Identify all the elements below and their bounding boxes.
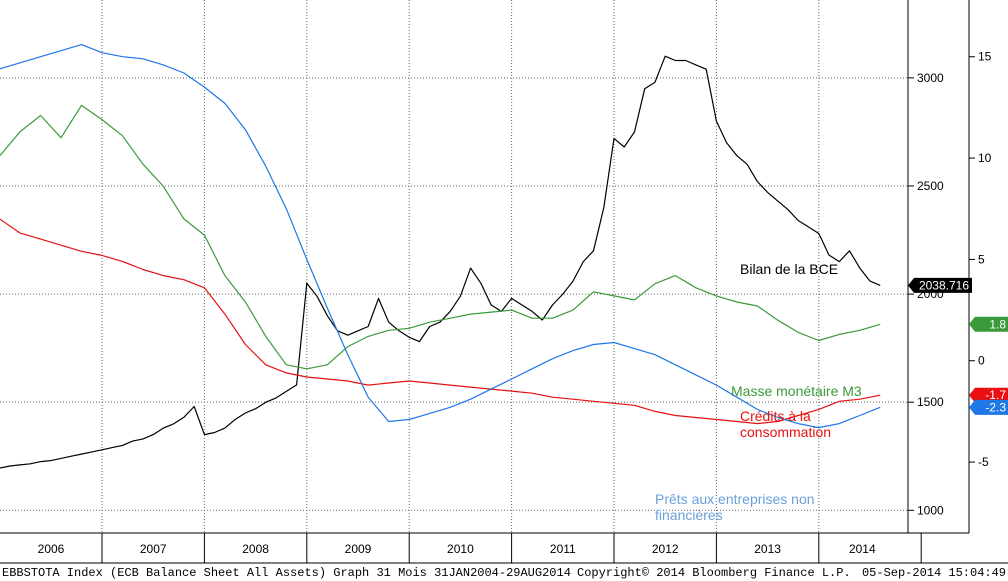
series-line-1 [0, 104, 881, 370]
right-axis-tick-label: -5 [978, 455, 989, 469]
annotation-credits-line2: consommation [740, 424, 831, 440]
right-axis-tick-label: 0 [978, 354, 985, 368]
value-tag-1 [969, 316, 1008, 332]
footer-source: EBBSTOTA Index (ECB Balance Sheet All As… [2, 566, 571, 580]
value-tag-label-1: 1.8 [989, 317, 1006, 331]
right-axis-tick-label: 15 [978, 50, 992, 64]
annotations: Bilan de la BCE Masse monétaire M3 Crédi… [655, 261, 862, 523]
grid [0, 0, 908, 533]
value-tags: 2038.716 1.8 -1.7-2.3 [908, 277, 1008, 415]
right-axis-tick-label: 10 [978, 151, 992, 165]
left-axis-tick-label: 1000 [917, 503, 944, 517]
series-lines [0, 43, 881, 469]
annotation-bce: Bilan de la BCE [740, 261, 838, 277]
x-axis-label: 2010 [447, 542, 474, 556]
annotation-credits-line1: Crédits à la [740, 408, 811, 424]
value-tag-3 [969, 399, 1008, 415]
x-axis-label: 2008 [242, 542, 269, 556]
left-axis-tick-label: 1500 [917, 395, 944, 409]
x-axis-label: 2007 [140, 542, 167, 556]
x-axis-label: 2013 [754, 542, 781, 556]
value-tag-0 [908, 277, 972, 293]
x-axis-label: 2011 [550, 542, 576, 556]
value-tag-label-0: 2038.716 [919, 278, 969, 292]
x-axis-label: 2009 [345, 542, 372, 556]
right-axis-tick-label: 5 [978, 252, 985, 266]
footer: EBBSTOTA Index (ECB Balance Sheet All As… [2, 566, 1006, 580]
left-axis-tick-label: 2500 [917, 179, 944, 193]
series-line-2 [0, 218, 881, 425]
series-line-3 [0, 43, 881, 429]
x-axis-label: 2012 [652, 542, 679, 556]
annotation-prets-line1: Prêts aux entreprises non [655, 491, 815, 507]
x-axis-label: 2014 [849, 542, 876, 556]
x-axis: 2006 2007 2008 2009 2010 2011 2012 2013 2014 [0, 532, 1008, 564]
left-axis-tick-label: 3000 [917, 71, 944, 85]
annotation-prets-line2: financières [655, 507, 723, 523]
value-tag-label-3: -2.3 [985, 400, 1006, 414]
footer-copyright: Copyright© 2014 Bloomberg Finance L.P. [577, 566, 851, 580]
value-tag-label-2: -1.7 [985, 388, 1006, 402]
value-tag-2 [969, 387, 1008, 403]
x-axis-band [0, 533, 969, 563]
footer-timestamp: 05-Sep-2014 15:04:49 [862, 566, 1006, 580]
annotation-m3: Masse monétaire M3 [731, 383, 862, 399]
x-axis-label: 2006 [38, 542, 65, 556]
right-y-axis: -5 0 5 10 15 [968, 0, 992, 533]
